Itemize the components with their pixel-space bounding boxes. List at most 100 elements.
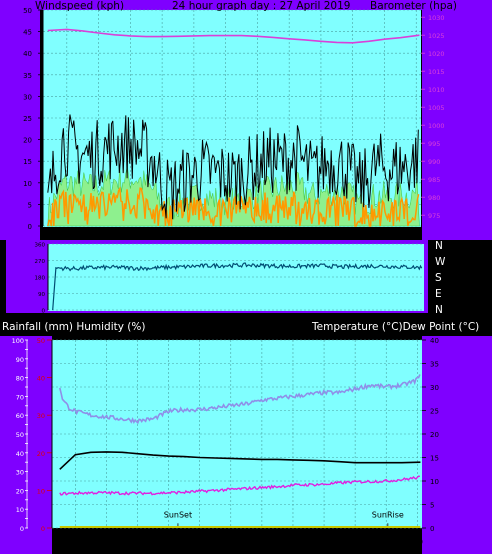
humidity-tick-label: 20 (16, 487, 24, 495)
barometer-tick-label: 980 (428, 194, 440, 202)
climate-x-tick-label: 11 (70, 538, 81, 548)
top-panel-top-frame (40, 0, 422, 10)
direction-label-s: S (435, 272, 442, 284)
wind-y-tick-label: 15 (23, 158, 32, 166)
climate-x-tick-label: 01 (287, 538, 298, 548)
direction-label-n-top: N (435, 240, 443, 252)
direction-label-w: W (435, 256, 446, 268)
barometer-tick-label: 985 (428, 176, 440, 184)
dewpoint-series (59, 475, 420, 496)
wind-x-tick-label: 15 (125, 232, 136, 242)
temperature-tick-label: 10 (430, 478, 439, 486)
humidity-tick-label: 80 (16, 375, 24, 383)
wind-x-tick-label: 11 (61, 232, 72, 242)
climate-x-tick-label: 13 (101, 538, 112, 548)
humidity-series (59, 374, 421, 425)
series-layer (47, 28, 423, 528)
wind-direction-series (52, 262, 423, 311)
humidity-tick-label: 40 (16, 450, 24, 458)
humidity-tick-label: 50 (16, 431, 24, 439)
climate-x-tick-label: 23 (256, 538, 267, 548)
wind-x-tick-label: 09 (411, 232, 423, 242)
wind-x-tick-label: 23 (252, 232, 263, 242)
wind-x-tick-label: 13 (93, 232, 104, 242)
climate-x-tick-label: 03 (318, 538, 329, 548)
wind-gust-series (47, 114, 419, 220)
climate-x-tick-label: 07 (381, 538, 392, 548)
barometer-tick-label: 1000 (428, 122, 445, 130)
sunset-label: SunSet (164, 511, 192, 520)
wind-y-tick-label: 10 (23, 180, 32, 188)
climate-x-tick-label: 09 (412, 538, 424, 548)
temperature-tick-label: 40 (430, 337, 439, 345)
temperature-tick-label: 35 (430, 361, 439, 369)
temperature-tick-label: 0 (430, 525, 434, 533)
barometer-tick-label: 995 (428, 140, 440, 148)
wind-x-tick-label: 07 (379, 232, 390, 242)
wind-y-tick-label: 30 (23, 93, 32, 101)
humidity-tick-label: 90 (16, 356, 24, 364)
temperature-tick-label: 25 (430, 408, 439, 416)
barometer-tick-label: 1005 (428, 104, 445, 112)
wind-y-tick-label: 35 (23, 72, 32, 80)
sunrise-label: SunRise (372, 511, 404, 520)
lower-panel-right-frame (422, 336, 492, 554)
wind-calm-series (47, 186, 420, 227)
temperature-tick-label: 20 (430, 431, 439, 439)
barometer-tick-label: 1030 (428, 14, 445, 22)
direction-y-tick-label: 0 (42, 309, 46, 315)
climate-x-tick-label: 15 (132, 538, 143, 548)
barometer-axis-title: Barometer (hpa) (370, 0, 457, 12)
axes-layer: 0510152025303540455097598098599099510001… (12, 7, 445, 548)
top-panel-frame (0, 0, 40, 240)
rain-humidity-axis-title: Rainfall (mm) Humidity (%) (2, 321, 145, 333)
wind-x-tick-label: 05 (347, 232, 358, 242)
direction-y-tick-label: 180 (35, 276, 46, 282)
direction-y-tick-label: 90 (38, 292, 45, 298)
barometer-series (47, 28, 420, 44)
rainfall-tick-label: 10 (37, 487, 45, 495)
temperature-tick-label: 5 (430, 502, 434, 510)
humidity-tick-label: 10 (16, 506, 24, 514)
wind-y-tick-label: 45 (23, 29, 32, 37)
wind-y-tick-label: 40 (23, 50, 32, 58)
wind-y-tick-label: 20 (23, 137, 32, 145)
humidity-tick-label: 30 (16, 469, 24, 477)
direction-label-n-bottom: N (435, 304, 443, 316)
climate-x-tick-label: 05 (349, 538, 360, 548)
humidity-tick-label: 70 (16, 393, 24, 401)
climate-x-tick-label: 17 (163, 538, 174, 548)
climate-x-tick-label: 21 (225, 538, 236, 548)
wind-y-tick-label: 50 (23, 7, 32, 15)
wind-x-tick-label: 17 (156, 232, 167, 242)
humidity-tick-label: 100 (12, 337, 24, 345)
barometer-tick-label: 975 (428, 212, 440, 220)
barometer-tick-label: 1020 (428, 50, 445, 58)
wind-x-tick-label: 19 (188, 232, 200, 242)
wind-y-tick-label: 5 (28, 201, 32, 209)
temp-dewpoint-axis-title: Temperature (°C)Dew Point (°C) (311, 321, 479, 333)
temperature-tick-label: 15 (430, 455, 439, 463)
humidity-tick-label: 0 (20, 525, 24, 533)
wind-y-tick-label: 25 (23, 115, 32, 123)
rainfall-tick-label: 20 (37, 450, 45, 458)
top-panel-right-frame (422, 0, 492, 240)
wind-x-tick-label: 21 (220, 232, 231, 242)
temperature-tick-label: 30 (430, 384, 439, 392)
climate-x-tick-label: 19 (194, 538, 206, 548)
lower-panel-left-frame (0, 336, 52, 554)
humidity-tick-label: 60 (16, 412, 24, 420)
wind-x-tick-label: 01 (283, 232, 294, 242)
wind-x-tick-label: 03 (315, 232, 326, 242)
windspeed-axis-title: Windspeed (kph) (35, 0, 124, 12)
direction-plot-area (48, 244, 424, 311)
graph-title: 24 hour graph day : 27 April 2019 (172, 0, 350, 12)
direction-y-tick-label: 360 (35, 243, 46, 249)
rainfall-tick-label: 40 (37, 375, 45, 383)
rainfall-tick-label: 30 (37, 412, 45, 420)
barometer-tick-label: 1025 (428, 32, 445, 40)
rainfall-tick-label: 50 (37, 337, 45, 345)
temperature-series (59, 451, 421, 470)
